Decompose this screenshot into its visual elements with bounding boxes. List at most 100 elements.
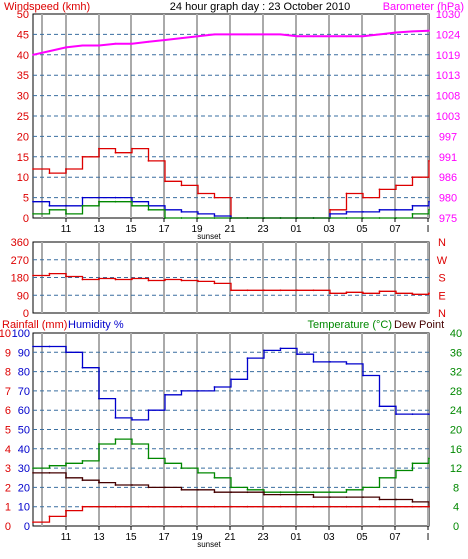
dewpoint-line-point [65,476,67,479]
right-tick-label: 36 [450,347,462,359]
temperature-line-point [180,467,183,469]
left-tick-label: 5 [23,193,29,205]
rainfall-line-point [279,505,282,508]
calm-line-point [131,204,133,207]
right-tick-label: 20 [450,425,462,437]
calm-line-point [213,217,216,219]
dewpoint-line-point [114,484,117,486]
calm-line-point [428,208,430,211]
x-tick-label: 23 [257,532,269,543]
x-tick-label: I [427,224,430,235]
wind-gust-line-point [395,184,397,187]
temperature-line-point [345,488,348,491]
x-tick-label: 17 [158,532,170,543]
calm-line-point [81,204,84,207]
calm-line-point [147,208,150,211]
rainfall-line-point [65,509,67,512]
x-tick-label: 17 [158,224,170,235]
wind-average-line-point [65,204,67,207]
dewpoint-line-point [395,498,397,501]
humidity-line-point [378,405,381,408]
barometer-line-point [345,35,348,38]
left-tick-label: 50 [17,9,29,21]
wind-direction-line-point [378,290,381,293]
right-tick-label: S [438,273,445,285]
x-tick-label: 11 [61,224,72,235]
temperature-line-point [428,457,430,460]
dewpoint-line-point [131,484,133,486]
right-tick-label: 1003 [436,111,460,123]
calm-line-point [411,213,414,215]
right-tick-label: 16 [450,444,462,456]
humidity-line-point [428,413,430,415]
left-tick-label: 0 [5,521,11,533]
humidity-line-point [65,351,67,354]
left-tick-label: 0 [23,213,29,225]
temperature-line-point [279,491,282,494]
wind-gust-line-point [131,147,133,150]
wind-direction-line-point [246,289,249,292]
rainfall-line-point [312,505,315,508]
humidity-line-point [197,390,199,392]
wind-direction-line-point [164,278,166,281]
barometer-line-point [197,35,199,38]
barometer-line-point [164,39,166,41]
rainfall-line-point [164,505,166,508]
calm-line-point [362,217,364,219]
temperature-axis-label: Temperature (°C) [308,319,392,331]
temperature-line-point [48,464,51,467]
wind-gust-line-point [147,160,150,162]
rainfall-line-point [296,505,298,508]
dewpoint-line-point [197,488,199,491]
rainfall-line-point [230,505,232,508]
wind-gust-line-point [180,184,183,187]
temperature-line-point [213,476,216,479]
calm-line-point [263,217,265,219]
x-tick-label: 13 [93,224,105,235]
right-tick-label: 1013 [436,70,460,82]
rainfall-line-point [246,505,249,508]
dewpoint-line-point [48,472,51,474]
barometer-line-point [395,31,397,34]
dewpoint-line-point [81,479,84,482]
temperature-line-point [246,488,249,491]
temperature-line-point [312,491,315,494]
humidity-line-point [411,413,414,415]
rainfall-line-point [114,505,117,508]
rainfall-line-point [180,505,183,508]
humidity-line-point [131,419,133,421]
x-tick-label: 15 [125,224,137,235]
barometer-line-point [131,42,133,45]
wind-gust-line-point [213,196,216,199]
wind-gust-line-point [32,168,34,170]
barometer-line-point [98,44,100,47]
dewpoint-line-point [263,493,265,496]
calm-line-point [296,217,298,219]
barometer-line-point [114,42,117,45]
calm-line-point [164,217,166,219]
wind-direction-line-point [411,293,414,296]
left-tick-label: 40 [17,50,29,62]
wind-direction-line-point [197,280,199,283]
left-tick-label-2: 100 [12,328,30,340]
right-tick-label: N [438,237,446,249]
x-tick-label: 01 [290,532,302,543]
calm-line [33,201,430,219]
right-tick-label: 28 [450,386,462,398]
x-tick-label: 19 [191,224,203,235]
barometer-line-point [312,35,315,38]
x-tick-label: 07 [389,224,401,235]
dewpoint-line-point [180,488,183,491]
left-tick-label: 0 [23,308,29,320]
left-tick-label: 1 [5,502,11,514]
left-tick-label: 180 [11,273,29,285]
rainfall-line-point [48,515,51,518]
right-tick-label: 12 [450,463,462,475]
left-tick-label: 8 [5,367,11,379]
dewpoint-line-point [147,486,150,489]
wind-direction-line-point [345,291,348,294]
wind-direction-line-point [81,278,84,281]
wind-direction-line-point [362,292,364,295]
x-tick-label: 03 [323,224,335,235]
humidity-line-point [81,366,84,369]
